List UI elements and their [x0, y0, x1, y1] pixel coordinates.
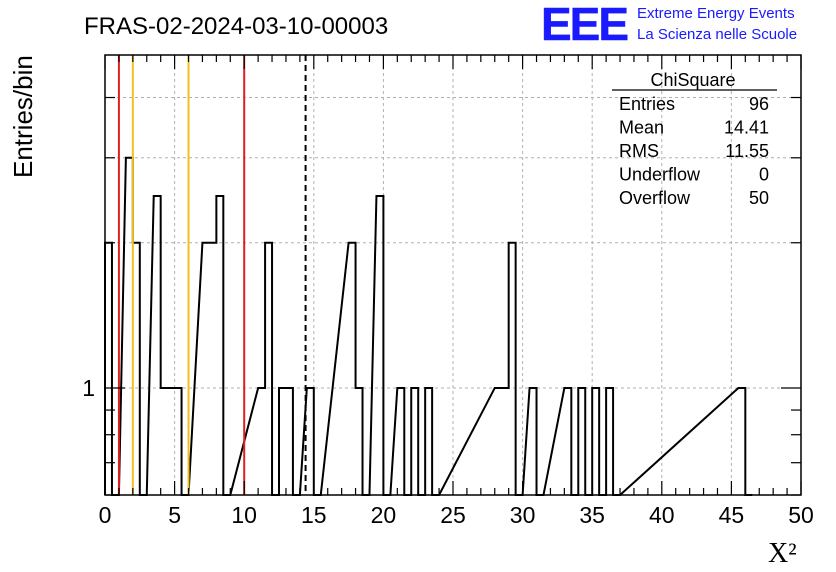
stats-value-entries: 96 — [749, 94, 769, 114]
histogram-bin — [154, 196, 161, 495]
histogram-bin — [578, 388, 585, 495]
eee-logo: EEE — [541, 0, 627, 50]
stats-value-underflow: 0 — [759, 165, 769, 185]
stats-label-entries: Entries — [619, 94, 675, 114]
histogram-bin — [216, 196, 223, 495]
y-axis-label: Entries/bin — [8, 55, 38, 178]
stats-value-mean: 14.41 — [724, 118, 769, 138]
histogram-bin — [202, 243, 209, 495]
stats-label-rms: RMS — [619, 141, 659, 161]
histogram-bin — [349, 243, 356, 495]
histogram-bin — [161, 388, 168, 495]
histogram-bin — [564, 388, 571, 495]
histogram-bin — [105, 243, 112, 495]
histogram-bin — [530, 388, 537, 495]
stats-value-rms: 11.55 — [725, 141, 769, 161]
x-tick-label: 5 — [168, 502, 181, 528]
histogram-bin — [397, 388, 404, 495]
histogram-bin — [133, 243, 140, 495]
stats-box-rows: Entries 96 Mean 14.41 RMS 11.55 Underflow 0 Over… — [619, 94, 769, 208]
x-tick-label: 25 — [440, 502, 466, 528]
project-subtitle: La Scienza nelle Scuole — [637, 26, 797, 43]
x-tick-labels: 0 5 10 15 20 25 30 35 40 45 50 — [99, 502, 814, 528]
x-axis-label: X² — [768, 538, 797, 569]
histogram-bin — [286, 388, 293, 495]
histogram-bin — [738, 388, 745, 495]
y-tick-label: 1 — [82, 375, 95, 401]
histogram-bin — [126, 158, 133, 495]
stats-label-overflow: Overflow — [619, 188, 691, 208]
reference-lines-layer — [117, 55, 307, 495]
grid-layer — [105, 55, 801, 495]
stats-box: ChiSquare Entries 96 Mean 14.41 RMS 11.55 Unde… — [612, 70, 777, 208]
stats-value-overflow: 50 — [749, 188, 769, 208]
project-name: Extreme Energy Events — [637, 5, 795, 22]
stats-label-mean: Mean — [619, 118, 664, 138]
x-tick-label: 30 — [510, 502, 536, 528]
y-tick-labels: 1 — [82, 375, 95, 401]
stats-box-title: ChiSquare — [650, 70, 735, 90]
histogram-bin — [495, 388, 502, 495]
histogram-bin — [279, 388, 286, 495]
stats-label-underflow: Underflow — [619, 165, 701, 185]
x-tick-label: 50 — [788, 502, 814, 528]
histogram-bin — [502, 388, 509, 495]
histogram-bin — [425, 388, 432, 495]
histogram-bin — [606, 388, 613, 495]
x-tick-label: 45 — [719, 502, 745, 528]
histogram-bin — [592, 388, 599, 495]
x-tick-label: 35 — [579, 502, 605, 528]
histogram-bin — [265, 243, 272, 495]
x-tick-label: 0 — [99, 502, 112, 528]
histogram-bin — [175, 388, 182, 495]
x-tick-label: 15 — [301, 502, 327, 528]
histogram-outline — [104, 156, 753, 496]
histogram-bin — [209, 243, 216, 495]
x-tick-label: 40 — [649, 502, 675, 528]
histogram-bin — [376, 196, 383, 495]
histogram-bin — [258, 388, 265, 495]
histogram-bin — [411, 388, 418, 495]
x-tick-label: 20 — [371, 502, 397, 528]
run-title: FRAS-02-2024-03-10-00003 — [84, 13, 388, 40]
histogram-bin — [356, 388, 363, 495]
histogram-bin — [168, 388, 175, 495]
histogram-layer — [104, 156, 753, 496]
axis-ticks-layer — [104, 55, 802, 496]
histogram-bin — [509, 243, 516, 495]
histogram-bin — [307, 388, 314, 495]
x-tick-label: 10 — [231, 502, 257, 528]
